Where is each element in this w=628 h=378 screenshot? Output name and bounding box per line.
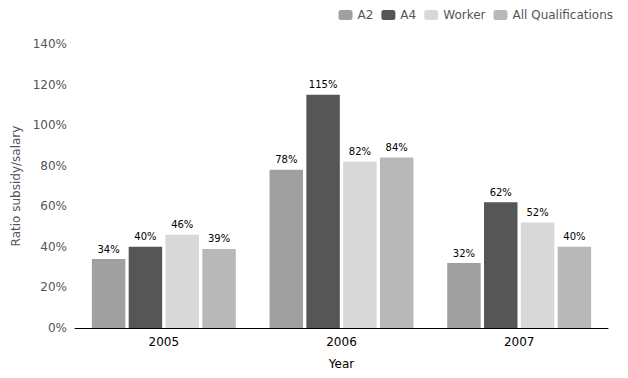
svg-text:40%: 40% — [40, 240, 67, 254]
svg-text:20%: 20% — [40, 280, 67, 294]
svg-text:84%: 84% — [386, 142, 408, 153]
svg-text:46%: 46% — [171, 219, 193, 230]
svg-text:A2: A2 — [358, 8, 374, 22]
svg-text:82%: 82% — [349, 146, 371, 157]
svg-text:80%: 80% — [40, 159, 67, 173]
svg-text:0%: 0% — [48, 321, 67, 335]
svg-text:32%: 32% — [453, 248, 475, 259]
svg-text:Year: Year — [328, 357, 354, 371]
svg-text:62%: 62% — [490, 187, 512, 198]
svg-text:60%: 60% — [40, 199, 67, 213]
svg-text:52%: 52% — [526, 207, 548, 218]
svg-text:2007: 2007 — [504, 335, 535, 349]
svg-text:100%: 100% — [33, 118, 67, 132]
svg-text:120%: 120% — [33, 78, 67, 92]
svg-text:39%: 39% — [208, 233, 230, 244]
svg-text:140%: 140% — [33, 37, 67, 51]
svg-text:A4: A4 — [400, 8, 416, 22]
svg-text:2006: 2006 — [326, 335, 357, 349]
svg-text:40%: 40% — [134, 231, 156, 242]
svg-text:Ratio subsidy/salary: Ratio subsidy/salary — [9, 126, 23, 247]
svg-text:115%: 115% — [309, 79, 338, 90]
svg-text:78%: 78% — [275, 154, 297, 165]
svg-text:2005: 2005 — [149, 335, 180, 349]
svg-text:40%: 40% — [563, 231, 585, 242]
svg-text:All Qualifications: All Qualifications — [512, 8, 613, 22]
svg-text:Worker: Worker — [443, 8, 485, 22]
svg-text:34%: 34% — [97, 244, 119, 255]
